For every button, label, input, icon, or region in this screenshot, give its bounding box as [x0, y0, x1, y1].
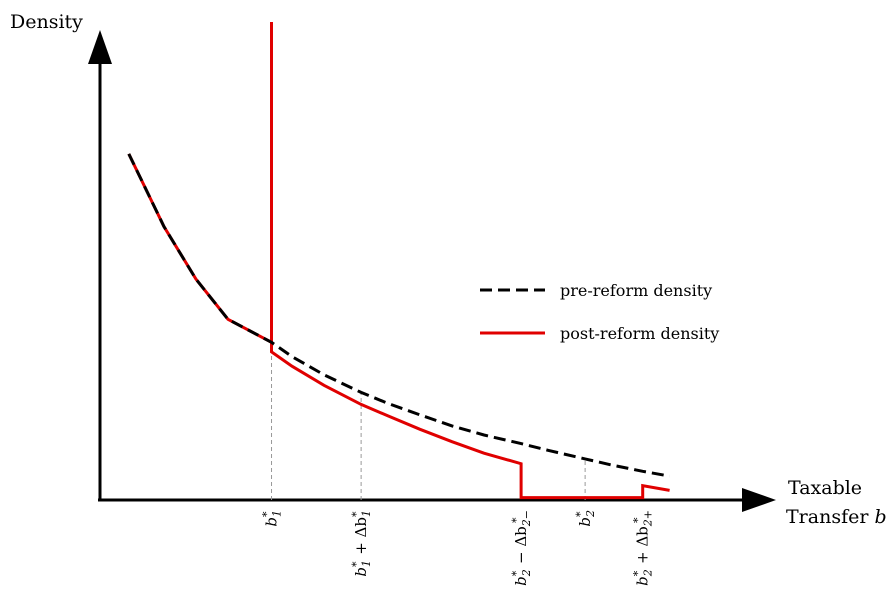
x-axis-label-line1: Taxable — [788, 477, 862, 499]
legend-label-post-reform: post-reform density — [560, 324, 719, 343]
y-axis-label: Density — [10, 11, 83, 33]
series-pre-reform — [127, 153, 670, 478]
x-axis-label-word: Transfer — [786, 506, 869, 528]
series-layer — [127, 22, 670, 500]
x-axis-arrow — [742, 488, 776, 512]
x-axis-label-symbol: b — [874, 506, 886, 528]
reference-lines — [271, 342, 586, 500]
tick-label-b2p: b2* + Δb2+* — [632, 510, 655, 586]
legend-label-pre-reform: pre-reform density — [560, 281, 712, 300]
tick-label-b1p: b1* + Δb1* — [350, 510, 373, 577]
x-axis-label-line2: Transfer b — [786, 506, 887, 528]
tick-label-b2: b2* — [574, 510, 597, 527]
tick-label-b1: b1* — [261, 510, 284, 527]
series-post-reform — [127, 22, 670, 500]
tick-label-b2m: b2* − Δb2−* — [510, 510, 533, 586]
legend: pre-reform density post-reform density — [480, 281, 719, 343]
y-axis-arrow — [88, 30, 112, 64]
annotation-labels: b1* b1* + Δb1* b2* − Δb2−* b2* b2* + Δb2+* — [261, 510, 655, 586]
